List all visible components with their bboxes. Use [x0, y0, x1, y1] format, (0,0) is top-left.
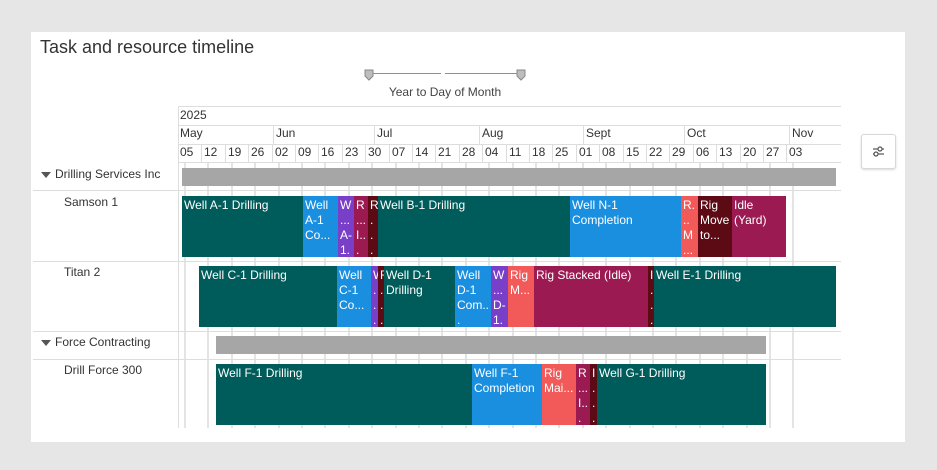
day-label: 01 [576, 145, 592, 163]
label-column-divider [178, 106, 179, 428]
month-label: Oct [684, 126, 706, 144]
slider-track-right [445, 73, 520, 74]
day-label: 16 [318, 145, 334, 163]
day-label: 29 [669, 145, 685, 163]
row-divider [33, 261, 841, 262]
year-label: 2025 [180, 108, 207, 122]
day-label: 26 [248, 145, 264, 163]
task-bar[interactable]: I... I... [590, 364, 597, 425]
day-label: 30 [365, 145, 381, 163]
task-bar[interactable]: Well A-1 Drilling [182, 196, 303, 257]
week-gridline [184, 163, 186, 428]
task-bar[interactable]: Rig M... [508, 266, 534, 327]
day-label: 23 [342, 145, 358, 163]
day-label: 06 [693, 145, 709, 163]
task-bar[interactable]: W... D-1... [491, 266, 508, 327]
row-divider [33, 190, 841, 191]
task-bar[interactable]: R... M... t... [378, 266, 384, 327]
group-row-drilling-services[interactable]: Drilling Services Inc [41, 167, 160, 181]
task-bar[interactable]: R... M... &... [681, 196, 698, 257]
settings-button[interactable] [861, 134, 896, 169]
resource-label-drill-force: Drill Force 300 [64, 363, 143, 377]
resource-label-samson: Samson 1 [64, 195, 119, 209]
day-label: 20 [740, 145, 756, 163]
task-bar[interactable]: Well B-1 Drilling [378, 196, 570, 257]
task-bar[interactable]: Well A-1 Co... [303, 196, 338, 257]
day-label: 21 [435, 145, 451, 163]
day-label: 19 [225, 145, 241, 163]
task-bar[interactable]: Well F-1 Completion [472, 364, 542, 425]
task-bar[interactable]: Well G-1 Drilling [597, 364, 766, 425]
day-label: 15 [623, 145, 639, 163]
task-bar[interactable]: Well C-1 Co... [337, 266, 371, 327]
task-bar[interactable]: Well D-1 Com... [455, 266, 491, 327]
collapse-caret-icon[interactable] [41, 339, 51, 346]
day-label: 12 [201, 145, 217, 163]
group-row-force-contracting[interactable]: Force Contracting [41, 335, 150, 349]
summary-bar-drilling-services[interactable] [182, 168, 836, 186]
month-label: Jun [273, 126, 295, 144]
slider-track-left [373, 73, 441, 74]
day-label: 14 [412, 145, 428, 163]
task-bar[interactable]: Rig Stacked (Idle) [534, 266, 648, 327]
task-bar[interactable]: W... A-1... [338, 196, 354, 257]
slider-handle-end[interactable] [516, 69, 526, 81]
month-label: May [180, 126, 203, 140]
day-label: 11 [506, 145, 521, 163]
collapse-caret-icon[interactable] [41, 171, 51, 178]
task-bar[interactable]: W... (... [371, 266, 378, 327]
task-bar[interactable]: Idle (Yard) [732, 196, 786, 257]
day-label: 07 [389, 145, 405, 163]
task-bar[interactable]: Well F-1 Drilling [216, 364, 472, 425]
slider-handle-start[interactable] [364, 69, 374, 81]
day-label: 09 [295, 145, 311, 163]
task-bar[interactable]: R... M... t... [368, 196, 378, 257]
month-label: Nov [789, 126, 813, 144]
page-title: Task and resource timeline [40, 37, 255, 57]
group-label: Force Contracting [55, 335, 151, 349]
month-label: Sept [583, 126, 611, 144]
day-header: 05 12 19 26 02 09 16 23 30 07 14 21 28 04 11 18 25 01 08 15… [178, 144, 841, 163]
day-label: 18 [529, 145, 545, 163]
header-bottom-border [178, 162, 841, 163]
task-bar[interactable]: Well D-1 Drilling [384, 266, 455, 327]
day-label: 22 [646, 145, 662, 163]
day-label: 04 [482, 145, 498, 163]
day-label: 13 [716, 145, 732, 163]
day-label: 03 [786, 145, 802, 163]
task-bar[interactable]: Well N-1 Completion [570, 196, 681, 257]
summary-bar-force-contracting[interactable] [216, 336, 766, 354]
day-label: 02 [272, 145, 288, 163]
task-bar[interactable]: R... I... (... [354, 196, 368, 257]
row-divider [33, 331, 841, 332]
day-label: 25 [552, 145, 568, 163]
group-label: Drilling Services Inc [55, 167, 161, 181]
month-label: Jul [374, 126, 392, 144]
task-bar[interactable]: Well C-1 Drilling [199, 266, 337, 327]
month-header: May Jun Jul Aug Sept Oct Nov [178, 125, 841, 144]
task-bar[interactable]: R... I... (... [576, 364, 590, 425]
year-header: 2025 [178, 106, 841, 125]
day-label: 27 [763, 145, 779, 163]
task-bar[interactable]: I... I... [648, 266, 654, 327]
month-label: Aug [479, 126, 503, 144]
sliders-icon [873, 146, 884, 157]
task-bar[interactable]: Rig Move to... [698, 196, 732, 257]
task-bar[interactable]: Well E-1 Drilling [654, 266, 836, 327]
slider-label: Year to Day of Month [388, 85, 502, 99]
day-label: 28 [459, 145, 475, 163]
row-divider [33, 359, 841, 360]
day-label: 08 [599, 145, 615, 163]
resource-label-titan: Titan 2 [64, 265, 101, 279]
day-label: 05 [180, 145, 194, 159]
task-bar[interactable]: Rig Mai... [542, 364, 576, 425]
